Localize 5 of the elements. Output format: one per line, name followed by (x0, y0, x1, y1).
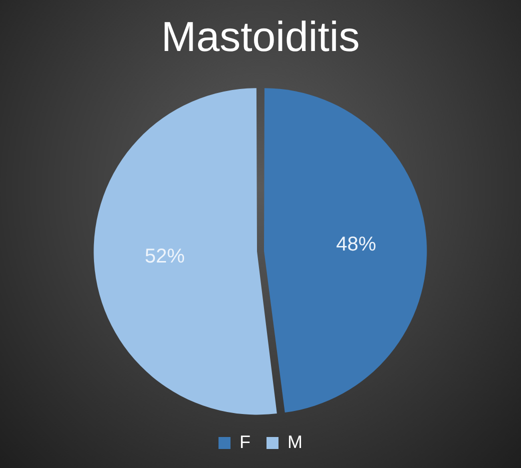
chart-title: Mastoiditis (161, 12, 360, 60)
legend-label: F (240, 432, 251, 452)
data-label: 48% (336, 234, 376, 256)
data-label: 52% (144, 246, 186, 268)
legend-label: M (288, 432, 302, 452)
